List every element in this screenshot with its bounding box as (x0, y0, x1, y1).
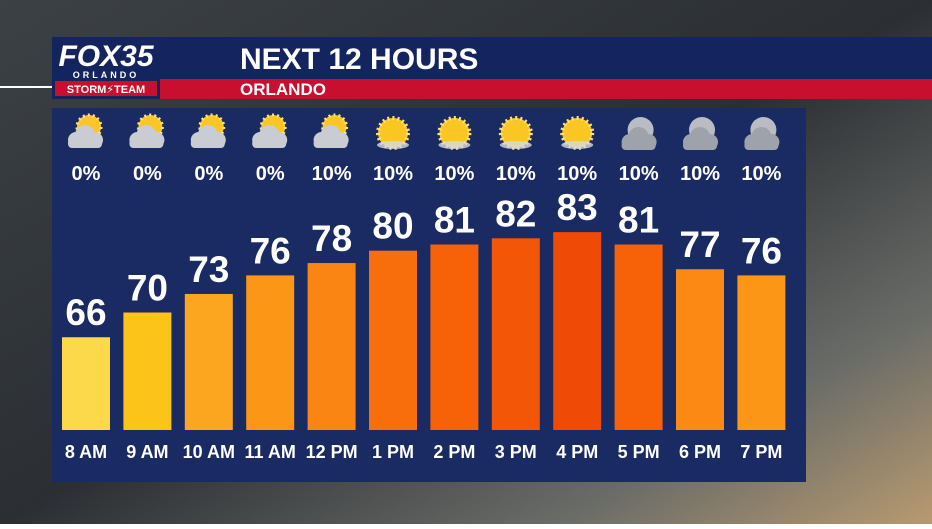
icon (498, 116, 533, 150)
icon (129, 113, 165, 148)
sun (437, 116, 472, 150)
cloud-base (252, 139, 287, 148)
chart-title: NEXT 12 HOURS (240, 43, 478, 76)
bar (62, 337, 110, 430)
x-tick-label: 2 PM (433, 442, 475, 462)
precip-label: 10% (434, 163, 474, 185)
title-bar (52, 37, 932, 79)
haze (438, 141, 471, 149)
precip-label: 10% (557, 163, 597, 185)
value-label: 73 (188, 249, 229, 290)
bar (246, 275, 295, 430)
icon (313, 113, 349, 148)
x-tick-label: 6 PM (679, 442, 721, 462)
cloud-base (744, 141, 779, 150)
bar (491, 238, 540, 430)
cloud-base (190, 139, 225, 148)
bar (369, 250, 417, 430)
value-label: 78 (311, 218, 352, 259)
precip-label: 10% (680, 163, 720, 185)
bar (614, 244, 663, 430)
bar (184, 293, 233, 430)
precip-label: 0% (256, 163, 285, 185)
logo-team-box (55, 81, 157, 96)
icon (560, 116, 595, 150)
value-label: 82 (495, 193, 536, 234)
icon (621, 117, 657, 150)
precip-label: 0% (72, 163, 101, 185)
x-tick-label: 4 PM (556, 442, 598, 462)
value-label: 66 (65, 292, 106, 333)
precip-label: 10% (312, 163, 352, 185)
precip-label: 0% (133, 163, 162, 185)
x-tick-label: 3 PM (495, 442, 537, 462)
bar (553, 232, 602, 430)
value-label: 81 (434, 199, 475, 240)
cloud-base (621, 141, 656, 150)
logo: FOX35 (58, 40, 154, 73)
icon (252, 113, 288, 148)
value-label: 70 (127, 268, 168, 309)
value-label: 76 (741, 230, 782, 271)
precip-label: 10% (496, 163, 536, 185)
cloud-base (683, 141, 717, 150)
x-tick-label: 12 PM (306, 442, 358, 462)
bar (676, 269, 724, 430)
sun (560, 116, 595, 150)
precip-label: 10% (741, 163, 781, 185)
bar (307, 263, 356, 430)
precip-label: 10% (373, 163, 413, 185)
sun (498, 116, 533, 150)
x-tick-label: 7 PM (740, 442, 782, 462)
cloud-base (129, 139, 164, 148)
chart-subtitle: ORLANDO (240, 80, 326, 99)
x-tick-label: 1 PM (372, 442, 414, 462)
value-label: 76 (250, 230, 291, 271)
x-tick-label: 8 AM (65, 442, 107, 462)
icon (376, 116, 410, 150)
value-label: 80 (372, 206, 413, 247)
subtitle-bar (160, 79, 932, 99)
cloud-base (313, 139, 348, 148)
logo-city: ORLANDO (73, 70, 140, 80)
bar (123, 312, 172, 430)
precip-label: 0% (194, 163, 223, 185)
cloud-base (68, 139, 102, 148)
value-label: 77 (679, 224, 720, 265)
icon (68, 113, 103, 148)
x-tick-label: 5 PM (618, 442, 660, 462)
x-tick-label: 9 AM (126, 442, 168, 462)
icon (683, 117, 718, 150)
icon (437, 116, 472, 150)
sun (376, 116, 410, 150)
logo-team: STORM⚡TEAM (67, 84, 145, 96)
x-tick-label: 10 AM (183, 442, 235, 462)
bar (737, 275, 786, 430)
icon (190, 113, 226, 148)
bar (430, 244, 479, 430)
value-label: 83 (557, 187, 598, 228)
icon (744, 117, 780, 150)
value-label: 81 (618, 199, 659, 240)
haze (561, 141, 594, 149)
precip-label: 10% (619, 163, 659, 185)
haze (499, 141, 532, 149)
haze (377, 141, 409, 149)
x-tick-label: 11 AM (245, 442, 296, 462)
